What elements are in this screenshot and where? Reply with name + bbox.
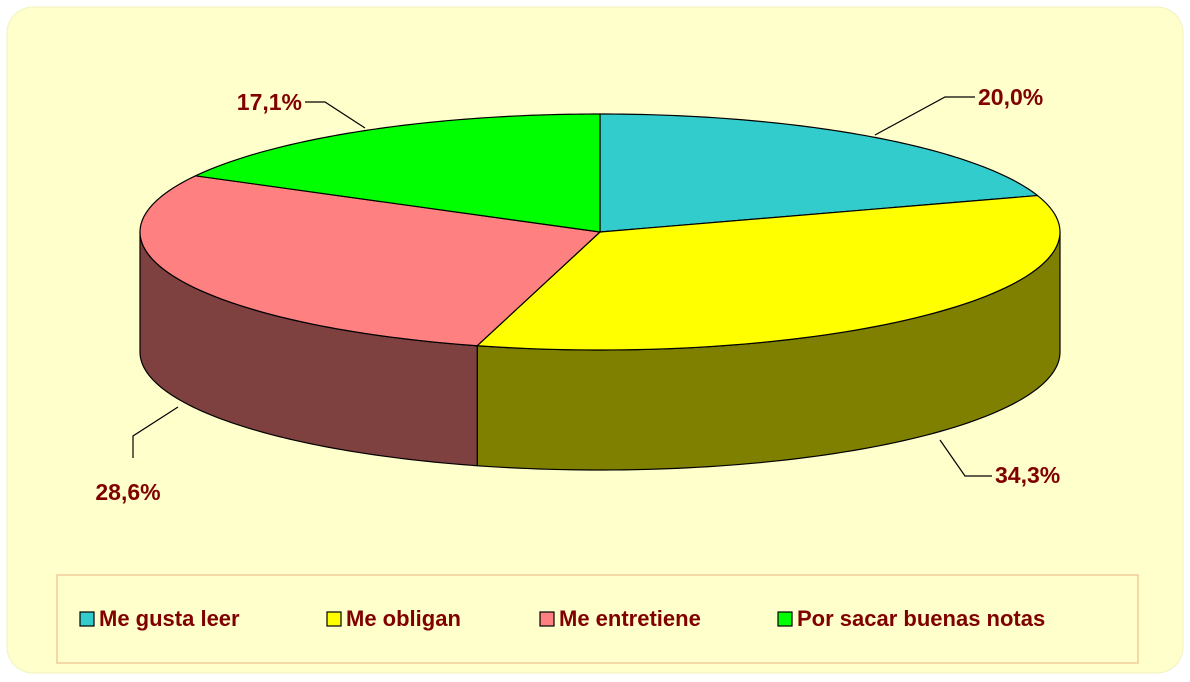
leader-line	[874, 96, 975, 136]
legend-label: Me obligan	[346, 606, 461, 631]
leader-line	[305, 101, 366, 129]
legend-box	[56, 574, 1139, 664]
legend: Me gusta leer Me obligan Me entretiene Por …	[79, 606, 1045, 631]
data-label: 20,0%	[978, 84, 1043, 110]
slice	[599, 113, 1039, 233]
legend-label: Me entretiene	[559, 606, 701, 631]
legend-label: Por sacar buenas notas	[797, 606, 1045, 631]
legend-label: Me gusta leer	[99, 606, 240, 631]
data-label: 28,6%	[95, 479, 160, 505]
slice	[476, 194, 1061, 351]
legend-swatch	[79, 611, 95, 627]
legend-swatch	[777, 611, 793, 627]
data-label: 17,1%	[237, 89, 302, 115]
slice	[139, 175, 601, 347]
slice	[194, 113, 601, 233]
data-label: 34,3%	[995, 462, 1060, 488]
leader-line	[132, 406, 179, 458]
leader-line	[939, 439, 992, 477]
legend-swatch	[326, 611, 342, 627]
pie: 20,0% 34,3% 28,6% 17,1%	[95, 84, 1061, 505]
legend-swatch	[539, 611, 555, 627]
